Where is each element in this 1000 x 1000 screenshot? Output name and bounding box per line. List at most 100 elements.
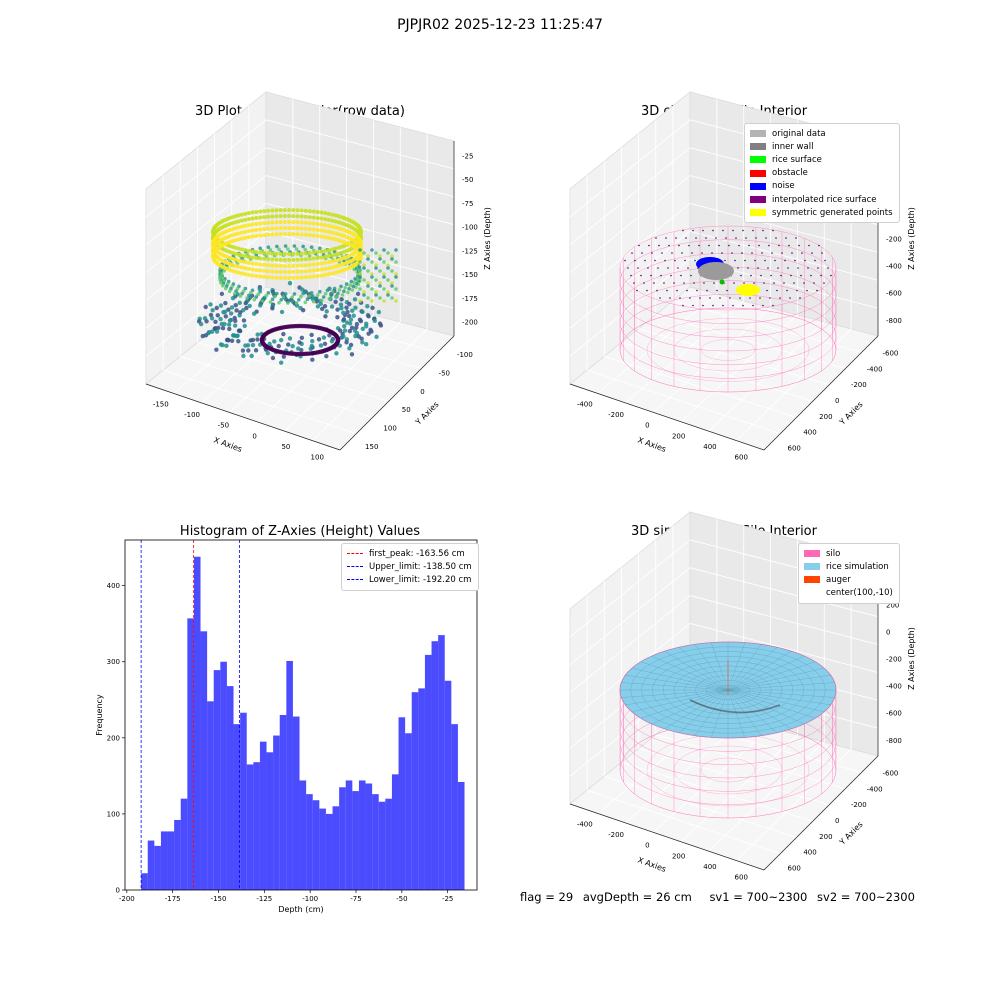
histogram-bar [306, 794, 313, 890]
histogram-bar [418, 688, 425, 890]
legend-swatch [750, 196, 766, 204]
histogram-bar [213, 670, 221, 890]
legend-entry: center(100,-10) [804, 587, 893, 600]
histogram-bar [160, 831, 168, 890]
legend-label: original data [772, 128, 826, 139]
simulation-z-tick: -200 [886, 656, 902, 664]
classify-y-tick: 200 [819, 413, 832, 421]
status-line: flag = 29 avgDepth = 26 cm sv1 = 700~230… [520, 890, 921, 904]
histogram-bar [174, 820, 181, 890]
histogram-bar [451, 724, 458, 890]
histogram-bar [358, 780, 366, 890]
legend-label: interpolated rice surface [772, 194, 877, 205]
classify-y-tick: 400 [803, 429, 816, 437]
histogram-x-tick-label: -75 [350, 895, 361, 903]
classify-y-tick: -600 [883, 350, 899, 358]
legend-entry: symmetric generated points [750, 206, 893, 219]
histogram-bar [332, 806, 340, 890]
raw-x-tick: -50 [218, 422, 229, 430]
simulation-y-tick: 600 [788, 865, 801, 873]
legend-label: obstacle [772, 168, 808, 179]
raw-y-tick: 50 [402, 406, 411, 414]
raw-x-tick: 100 [311, 454, 324, 462]
classify-symmetric-points [736, 284, 760, 296]
legend-swatch [750, 169, 766, 177]
histogram-axes: -200 -175 -150 -125 -100 -75 -50 -25 0 100 200 300 4… [95, 539, 478, 914]
classify-rice-surface-point [719, 279, 725, 285]
histogram-legend: first_peak: -163.56 cm Upper_limit: -138.… [341, 543, 479, 591]
simulation-y-tick: -600 [883, 770, 899, 778]
legend-entry: Lower_limit: -192.20 cm [347, 573, 472, 586]
legend-entry: silo [804, 547, 893, 560]
histogram-bar [385, 798, 392, 890]
histogram-bar [266, 752, 274, 890]
raw-z-tick: -175 [462, 295, 478, 303]
status-avg-depth: avgDepth = 26 cm [582, 890, 692, 904]
legend-swatch [347, 566, 363, 568]
classify-x-tick: 600 [735, 454, 748, 462]
legend-swatch [804, 563, 820, 571]
legend-entry: first_peak: -163.56 cm [347, 547, 472, 560]
legend-swatch [750, 143, 766, 151]
histogram-bar [299, 780, 307, 890]
histogram-bar [325, 813, 333, 890]
histogram-y-label: Frequency [95, 694, 104, 736]
classify-silo-wireframe [619, 225, 837, 393]
histogram-x-tick-label: -150 [211, 895, 227, 903]
histogram-x-label: Depth (cm) [278, 905, 323, 914]
simulation-y-tick: -200 [851, 801, 867, 809]
raw-z-tick: -125 [462, 247, 478, 255]
classify-y-tick: 0 [835, 397, 839, 405]
legend-swatch [750, 182, 766, 190]
histogram-x-tick-label: -25 [442, 895, 453, 903]
classify-y-tick: -200 [851, 381, 867, 389]
histogram-y-tick-label: 400 [107, 582, 120, 590]
histogram-bar [438, 635, 445, 890]
figure-title: PJPJR02 2025-12-23 11:25:47 [397, 17, 603, 33]
legend-swatch [804, 590, 820, 597]
status-sv1: sv1 = 700~2300 [709, 890, 808, 904]
classify-x-tick: -400 [577, 400, 593, 408]
raw-y-tick: -100 [457, 351, 473, 359]
histogram-y-tick-label: 300 [107, 658, 120, 666]
raw-y-tick: 0 [420, 388, 424, 396]
status-sv2: sv2 = 700~2300 [817, 890, 915, 904]
legend-entry: obstacle [750, 167, 893, 180]
raw-x-tick: 50 [281, 443, 290, 451]
histogram-bar [187, 618, 194, 890]
legend-swatch [347, 579, 363, 581]
histogram-y-tick-label: 100 [107, 810, 120, 818]
legend-entry: Upper_limit: -138.50 cm [347, 560, 472, 573]
histogram-bar [378, 801, 386, 890]
legend-label: auger [826, 574, 851, 585]
simulation-x-tick: 200 [672, 852, 685, 860]
legend-entry: inner wall [750, 140, 893, 153]
histogram-bar [405, 733, 412, 890]
legend-label: Lower_limit: -192.20 cm [369, 574, 472, 585]
legend-swatch [804, 576, 820, 584]
histogram-bar [147, 840, 155, 890]
histogram-x-tick-label: -200 [119, 895, 135, 903]
legend-entry: original data [750, 127, 893, 140]
simulation-x-tick: 0 [645, 842, 649, 850]
histogram-x-tick-label: -50 [396, 895, 407, 903]
legend-swatch [347, 553, 363, 555]
histogram-bar [431, 641, 439, 890]
legend-label: inner wall [772, 141, 814, 152]
raw-point-cloud [196, 208, 398, 365]
raw-z-tick: -150 [462, 271, 478, 279]
legend-entry: rice simulation [804, 560, 893, 573]
legend-entry: auger [804, 573, 893, 586]
histogram-y-tick-label: 200 [107, 734, 120, 742]
histogram-x-tick-label: -175 [165, 895, 181, 903]
simulation-z-tick: 200 [886, 601, 899, 609]
histogram-bar [398, 717, 406, 890]
raw-plot-axes: -150 -100 -50 0 50 100 150 100 50 0 -50 -100 -25 -50 -… [145, 91, 492, 462]
classify-y-label: Y Axies [837, 400, 865, 428]
histogram-frame [124, 539, 478, 891]
histogram-bar [207, 701, 214, 890]
histogram-bars [141, 556, 465, 890]
histogram-bar [200, 631, 208, 890]
simulation-legend: silo rice simulation auger center(100,-10) [798, 543, 900, 604]
